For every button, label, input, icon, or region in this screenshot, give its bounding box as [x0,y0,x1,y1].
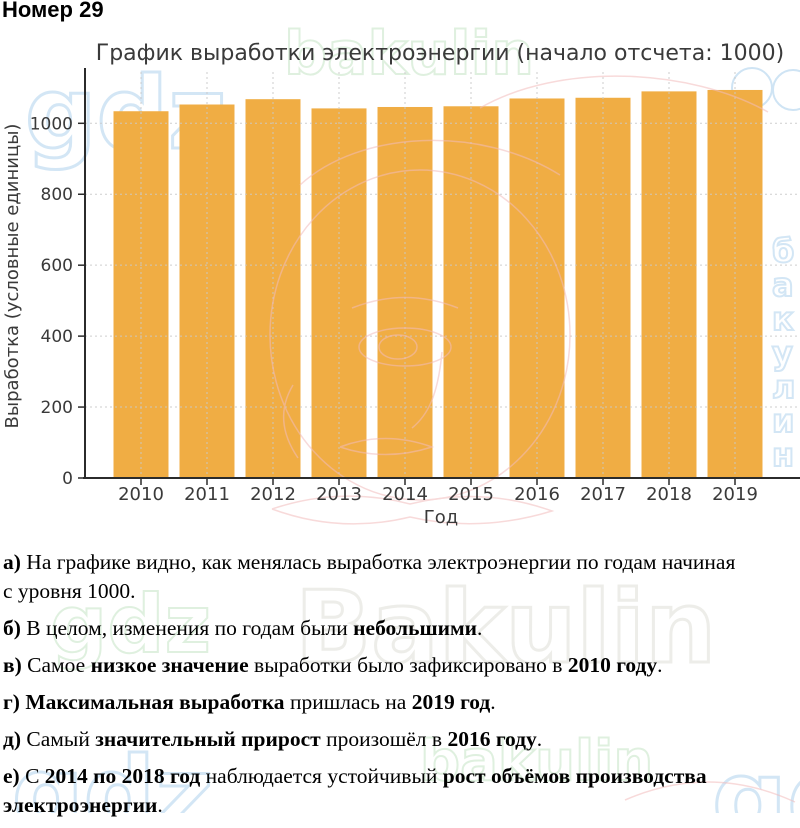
answer-bold-segment: Максимальная выработка [25,690,285,714]
answer-a: а) На графике видно, как менялась вырабо… [3,548,798,606]
answer-text-segment: . [657,653,663,677]
x-axis-label: Год [424,507,458,528]
watermark-text: gdz [12,735,213,813]
x-tick-label-2018: 2018 [646,484,692,505]
face-sketch-line [351,296,459,309]
y-tick-label-800: 800 [41,185,73,205]
answer-bold-segment: д) [3,727,22,751]
answer-bold-segment: рост объёмов производства электроэнергии [3,764,707,817]
face-sketch-line [269,169,571,501]
answer-bold-segment: а) [3,550,21,574]
chart-title: График выработки электроэнергии (начало … [96,41,784,66]
x-tick-label-2017: 2017 [580,484,626,505]
answer-text-segment: . [490,690,496,714]
watermark-text: gdz [712,738,800,813]
face-sketch-line [624,781,796,803]
face-watermark [269,75,796,803]
watermark-text: н [772,436,794,474]
watermark-text: Bakulin [295,569,716,686]
answer-bold-segment: 2014 по 2018 год [44,764,201,788]
face-sketch-line [378,334,418,360]
answer-text-segment: С [19,764,45,788]
x-tick-label-2010: 2010 [118,484,164,505]
answer-bold-segment: небольшими [353,616,478,640]
x-tick-label-2014: 2014 [382,484,428,505]
y-tick-label-1000: 1000 [30,114,73,134]
answer-v: в) Самое низкое значение выработки было … [3,651,798,680]
bars [113,89,763,479]
face-sketch-line [271,495,555,525]
watermark-text: gdz [50,578,211,671]
x-tick-label-2012: 2012 [250,484,296,505]
x-tick-label-2019: 2019 [712,484,758,505]
watermark-text: bakulin [284,19,534,89]
watermark-circle [772,69,800,111]
answer-bold-segment: низкое значение [90,653,249,677]
answer-bold-segment: 2019 год [411,690,491,714]
face-sketch-line [339,437,435,456]
answer-text-segment: выработки было зафиксировано в [248,653,568,677]
answer-text-segment: Самый [21,727,96,751]
x-tick-label-2013: 2013 [316,484,362,505]
answer-e: е) С 2014 по 2018 год наблюдается устойч… [3,762,798,820]
y-tick-label-600: 600 [41,256,73,276]
answer-bold-segment: значительный прирост [95,727,321,751]
answer-text-segment: произошёл в [320,727,448,751]
x-tick-label-2011: 2011 [184,484,230,505]
answer-text-segment: . [477,616,483,640]
y-tick-label-0: 0 [62,469,73,489]
watermark-text: bakulin [420,729,653,794]
watermark-text: у [772,334,793,372]
x-tick-label-2015: 2015 [448,484,494,505]
y-tick-label-200: 200 [41,398,73,418]
face-sketch-line [358,327,452,367]
answer-text-segment: Самое [21,653,91,677]
answer-b: б) В целом, изменения по годам были небо… [3,614,798,643]
bar-2018 [641,91,697,478]
y-tick-label-400: 400 [41,327,73,347]
answer-text-segment: На графике видно, как менялась выработка… [3,550,736,603]
answer-bold-segment: е) [3,764,20,788]
answer-text-segment: . [157,793,163,817]
answer-bold-segment: 2010 году [567,653,658,677]
answer-text-segment: наблюдается устойчивый [200,764,443,788]
answer-text-segment: пришлась на [284,690,412,714]
answer-bold-segment: 2016 году [447,727,537,751]
face-sketch-line [282,384,299,459]
y-axis-label: Выработка (условные единицы) [2,124,23,429]
page-title: Номер 29 [2,0,104,22]
answer-bold-segment: в) [3,653,22,677]
gridlines [85,72,797,478]
face-sketch-line [299,139,561,186]
answer-g: г) Максимальная выработка пришлась на 20… [3,688,798,717]
watermark-text: а [772,266,794,304]
watermark-text: и [772,402,794,440]
answer-d: д) Самый значительный прирост произошёл … [3,725,798,754]
axes: 0 200 400 600 800 1000 2010 2011 2012 2013 2014 201… [2,41,800,528]
watermark-text: к [772,300,794,338]
watermark-text: б [772,232,794,270]
answers-section: а) На графике видно, как менялась вырабо… [3,548,798,828]
x-tick-label-2016: 2016 [514,484,560,505]
bar-2011 [179,104,235,478]
answer-bold-segment: г) [3,690,20,714]
answer-text-segment: В целом, изменения по годам были [20,616,354,640]
watermark-layer: gdzbakulinбакулинgdzBakulingdzbakulingdz [11,18,800,813]
face-sketch-line [479,75,769,113]
watermark-text: л [772,368,795,406]
answer-text-segment: . [536,727,543,751]
face-sketch-line [411,351,443,429]
answer-bold-segment: б) [3,616,21,640]
